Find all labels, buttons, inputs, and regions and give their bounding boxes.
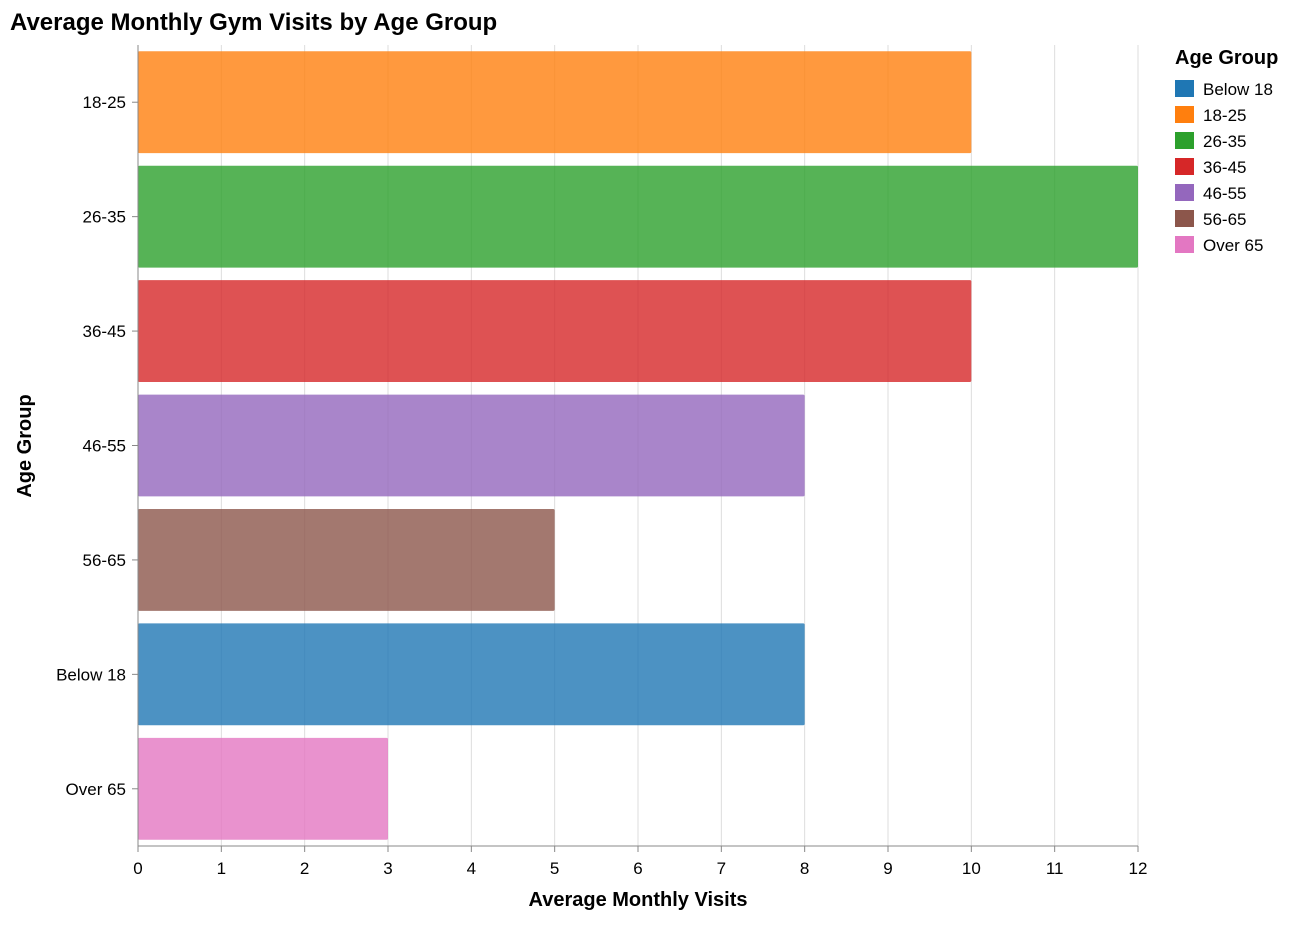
bar-over-65 xyxy=(138,737,388,840)
x-tick-label: 10 xyxy=(962,859,981,878)
legend-label: 56-65 xyxy=(1203,210,1246,229)
x-axis-title: Average Monthly Visits xyxy=(529,889,748,911)
legend-swatch xyxy=(1175,236,1194,253)
bar-below-18 xyxy=(138,623,805,726)
legend-label: 46-55 xyxy=(1203,184,1246,203)
y-tick-label: 46-55 xyxy=(83,437,126,456)
y-tick-label: 56-65 xyxy=(83,551,126,570)
bar-56-65 xyxy=(138,509,555,611)
x-tick-label: 9 xyxy=(883,859,892,878)
bar-36-45 xyxy=(138,280,972,382)
x-tick-label: 7 xyxy=(717,859,726,878)
legend-label: 18-25 xyxy=(1203,106,1246,125)
bar-18-25 xyxy=(138,51,972,154)
legend-swatch xyxy=(1175,106,1194,123)
legend-swatch xyxy=(1175,158,1194,175)
legend: Age Group Below 18 18-25 26-35 36-45 46-55 56… xyxy=(1175,47,1278,255)
bar-26-35 xyxy=(138,165,1138,268)
y-tick-label: 36-45 xyxy=(83,322,126,341)
legend-title: Age Group xyxy=(1175,47,1278,69)
y-tick-label: Over 65 xyxy=(66,780,126,799)
y-tick-label: Below 18 xyxy=(56,665,126,684)
legend-swatch xyxy=(1175,132,1194,149)
y-axis-title: Age Group xyxy=(14,394,36,497)
x-tick-label: 5 xyxy=(550,859,559,878)
x-tick-label: 12 xyxy=(1129,859,1148,878)
legend-swatch xyxy=(1175,184,1194,201)
y-tick-label: 18-25 xyxy=(83,93,126,112)
x-tick-label: 4 xyxy=(467,859,476,878)
legend-label: Below 18 xyxy=(1203,80,1273,99)
legend-swatch xyxy=(1175,210,1194,227)
x-tick-label: 3 xyxy=(383,859,392,878)
y-tick-label: 26-35 xyxy=(83,208,126,227)
axes: 0 1 2 3 4 5 6 7 8 9 10 11 1218-2526-3536-4546-5556-6… xyxy=(56,45,1147,878)
legend-label: 36-45 xyxy=(1203,158,1246,177)
x-tick-label: 1 xyxy=(217,859,226,878)
x-tick-label: 6 xyxy=(633,859,642,878)
x-tick-label: 11 xyxy=(1046,859,1064,878)
x-tick-label: 8 xyxy=(800,859,809,878)
legend-label: 26-35 xyxy=(1203,132,1246,151)
legend-label: Over 65 xyxy=(1203,236,1263,255)
x-tick-label: 0 xyxy=(133,859,142,878)
x-tick-label: 2 xyxy=(300,859,309,878)
bar-46-55 xyxy=(138,394,805,497)
chart-title: Average Monthly Gym Visits by Age Group xyxy=(10,9,497,36)
bars xyxy=(138,51,1138,840)
legend-swatch xyxy=(1175,80,1194,97)
